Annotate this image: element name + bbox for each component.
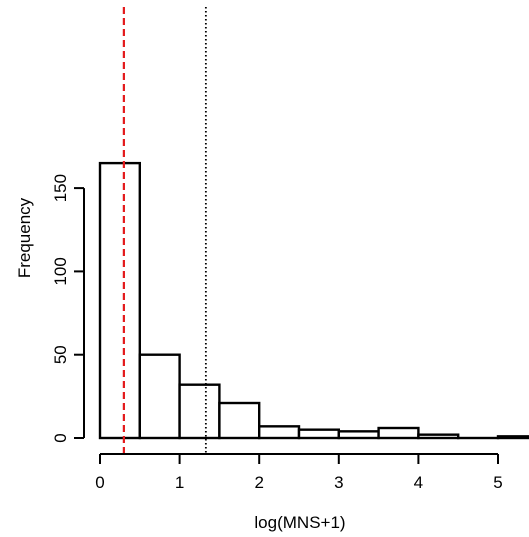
y-axis: 0 50 100 150 bbox=[51, 174, 85, 443]
histogram-bar bbox=[98, 161, 141, 440]
x-tick-label: 0 bbox=[95, 473, 104, 492]
histogram-bar bbox=[218, 401, 261, 440]
x-tick-label: 5 bbox=[493, 473, 502, 492]
histogram-bar bbox=[178, 383, 221, 440]
y-tick-label: 0 bbox=[51, 433, 70, 442]
y-axis-label: Frequency bbox=[15, 197, 34, 278]
x-axis-label: log(MNS+1) bbox=[254, 513, 345, 532]
histogram-bar bbox=[297, 428, 340, 440]
histogram-bar bbox=[377, 426, 420, 440]
y-tick-label: 100 bbox=[51, 257, 70, 285]
histogram-bar bbox=[258, 425, 301, 440]
histogram-bar bbox=[138, 353, 181, 440]
histogram-bar bbox=[337, 430, 380, 440]
x-tick-label: 3 bbox=[334, 473, 343, 492]
x-axis: 0 1 2 3 4 5 bbox=[95, 453, 503, 492]
histogram-bar bbox=[496, 435, 529, 440]
reference-lines bbox=[122, 7, 207, 454]
x-tick-label: 1 bbox=[175, 473, 184, 492]
x-tick-label: 2 bbox=[254, 473, 263, 492]
y-tick-label: 50 bbox=[51, 345, 70, 364]
histogram-bars bbox=[98, 161, 529, 440]
y-tick-label: 150 bbox=[51, 174, 70, 202]
histogram-bar bbox=[417, 433, 460, 440]
x-tick-label: 4 bbox=[414, 473, 423, 492]
